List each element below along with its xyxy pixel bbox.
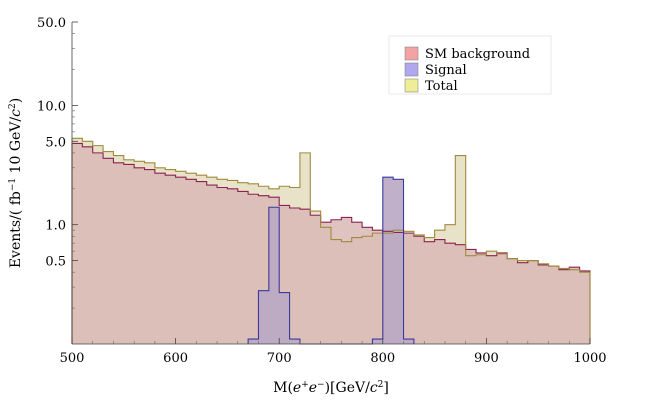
plot-area xyxy=(71,137,591,345)
background-fill xyxy=(72,143,590,344)
y-tick-label: 1.0 xyxy=(45,219,66,234)
y-tick-label: 50.0 xyxy=(37,16,66,31)
y-axis-title: Events/( fb−1 10 GeV/c2) xyxy=(8,98,24,268)
legend-label-signal: Signal xyxy=(425,63,467,78)
y-tick-label: 10.0 xyxy=(37,99,66,114)
x-tick-label: 900 xyxy=(474,351,499,366)
legend-label-background: SM background xyxy=(425,47,530,62)
total-line xyxy=(71,137,591,344)
x-tick-label: 700 xyxy=(267,351,292,366)
y-tick-label: 5.0 xyxy=(45,135,66,150)
legend-label-total: Total xyxy=(425,79,458,94)
x-axis-title: M(e+e−)[GeV/c2] xyxy=(273,380,389,396)
x-tick-label: 1000 xyxy=(573,351,606,366)
legend-swatch-total xyxy=(404,78,419,93)
y-tick-label: 0.5 xyxy=(45,255,66,270)
x-tick-label: 800 xyxy=(370,351,395,366)
legend-swatch-background xyxy=(404,46,419,61)
x-tick-label: 600 xyxy=(163,351,188,366)
x-tick-label: 500 xyxy=(60,351,85,366)
axes: 500 600 700 800 900 1000 0.5 1.0 5.0 10.0 50.0 xyxy=(37,16,607,366)
legend-swatch-signal xyxy=(404,62,419,77)
legend: SM background Signal Total xyxy=(388,35,552,95)
